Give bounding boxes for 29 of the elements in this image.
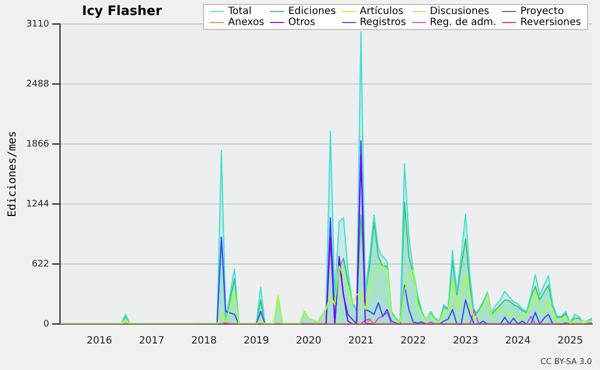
y-tick-label: 1244 xyxy=(26,199,50,210)
legend-label: Artículos xyxy=(360,6,404,17)
legend-label: Registros xyxy=(360,17,406,28)
y-tick-label: 3110 xyxy=(26,19,50,30)
x-tick-label: 2016 xyxy=(86,336,112,347)
y-axis-title: Ediciones/mes xyxy=(5,130,18,218)
x-tick-label: 2022 xyxy=(400,336,426,347)
y-tick-label: 622 xyxy=(32,259,50,270)
legend-label: Discusiones xyxy=(430,6,490,17)
x-tick-label: 2021 xyxy=(348,336,374,347)
x-tick-label: 2020 xyxy=(296,336,322,347)
legend-label: Reversiones xyxy=(520,17,581,28)
legend-label: Reg. de adm. xyxy=(430,17,496,28)
legend-label: Proyecto xyxy=(520,6,564,17)
x-tick-label: 2018 xyxy=(191,336,217,347)
legend-label: Total xyxy=(228,6,252,17)
y-tick-label: 2488 xyxy=(26,79,50,90)
chart-title: Icy Flasher xyxy=(82,4,162,19)
x-tick-label: 2024 xyxy=(505,336,531,347)
legend-label: Ediciones xyxy=(288,6,336,17)
x-tick-label: 2019 xyxy=(244,336,270,347)
x-tick-label: 2023 xyxy=(452,336,478,347)
y-tick-label: 0 xyxy=(43,319,50,330)
legend-label: Otros xyxy=(288,17,316,28)
x-tick-label: 2017 xyxy=(138,336,164,347)
legend-label: Anexos xyxy=(228,17,264,28)
x-tick-label: 2025 xyxy=(557,336,583,347)
y-tick-label: 1866 xyxy=(26,139,50,150)
text: CC BY-SA 3.0 xyxy=(540,357,592,366)
